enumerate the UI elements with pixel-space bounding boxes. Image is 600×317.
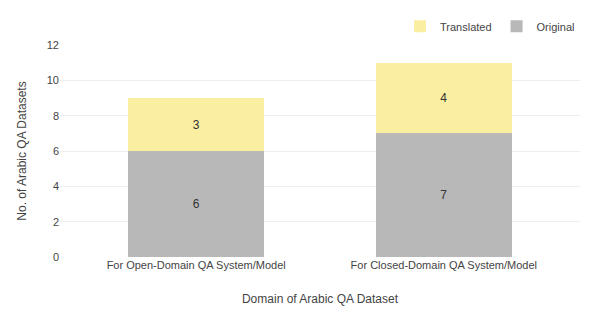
svg-text:2: 2 <box>53 216 59 228</box>
svg-text:7: 7 <box>440 188 447 202</box>
svg-text:3: 3 <box>193 118 200 132</box>
svg-text:For Closed-Domain QA System/Mo: For Closed-Domain QA System/Model <box>351 259 537 271</box>
svg-text:Domain of Arabic QA Dataset: Domain of Arabic QA Dataset <box>242 292 399 306</box>
svg-text:6: 6 <box>53 145 59 157</box>
svg-text:Original: Original <box>537 21 575 33</box>
svg-text:10: 10 <box>47 74 59 86</box>
svg-text:No. of Arabic QA Datasets: No. of Arabic QA Datasets <box>15 81 29 220</box>
svg-text:4: 4 <box>53 180 59 192</box>
svg-text:0: 0 <box>53 251 59 263</box>
svg-text:6: 6 <box>193 197 200 211</box>
svg-text:8: 8 <box>53 110 59 122</box>
svg-text:4: 4 <box>440 91 447 105</box>
svg-text:Translated: Translated <box>440 21 492 33</box>
svg-text:For Open-Domain QA System/Mode: For Open-Domain QA System/Model <box>107 259 286 271</box>
svg-text:12: 12 <box>47 39 59 51</box>
